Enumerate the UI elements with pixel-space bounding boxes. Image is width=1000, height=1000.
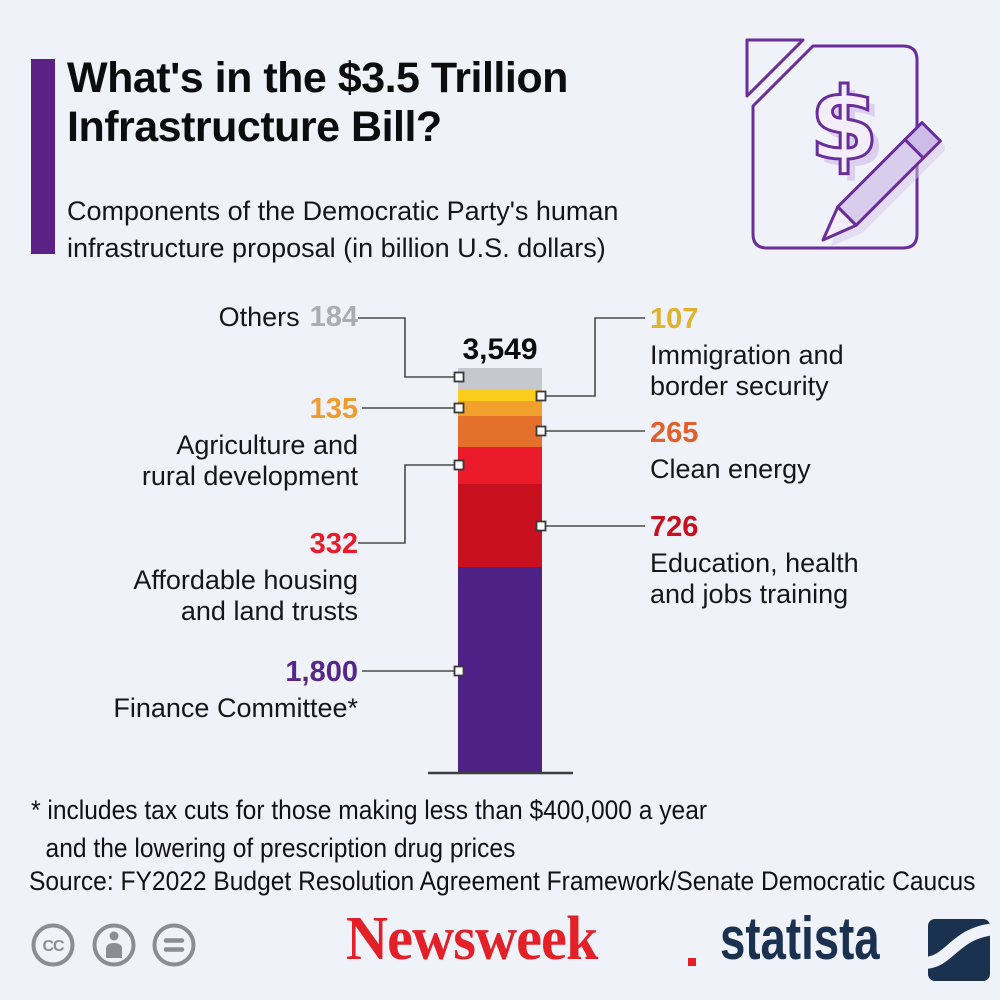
callout-others-value: 184	[309, 301, 358, 333]
callout-clean-energy-label: Clean energy	[650, 454, 811, 484]
callout-education-label-1: Education, health	[650, 548, 859, 578]
bar-segment-others	[458, 368, 542, 389]
callout-housing: 332 Affordable housing and land trusts	[133, 527, 358, 627]
callout-agriculture-value: 135	[309, 393, 358, 425]
bar-segment-finance-committee	[458, 567, 542, 772]
leader-line-housing	[358, 464, 459, 544]
cc-glyph: CC	[42, 938, 65, 955]
callout-immigration-label-1: Immigration and	[650, 340, 844, 370]
callout-finance-value: 1,800	[285, 656, 358, 688]
callout-agriculture-label-2: rural development	[141, 461, 358, 491]
callout-finance-label: Finance Committee*	[113, 693, 358, 723]
subtitle-line-2: infrastructure proposal (in billion U.S.…	[67, 233, 606, 263]
page-title: What's in the $3.5 Trillion Infrastructu…	[67, 54, 568, 152]
footnote: * includes tax cuts for those making les…	[31, 791, 707, 867]
bar-total-label: 3,549	[462, 333, 538, 366]
cc-icon	[31, 923, 75, 967]
callout-immigration-label-2: border security	[650, 371, 829, 401]
equals-glyph	[163, 938, 185, 952]
callout-education-label-2: and jobs training	[650, 579, 849, 609]
footnote-line-2: and the lowering of prescription drug pr…	[45, 833, 516, 863]
statista-s-curve	[928, 923, 990, 969]
callout-education-value: 726	[650, 511, 699, 543]
callout-housing-label-1: Affordable housing	[133, 565, 358, 595]
creative-commons-icons: CC	[31, 923, 196, 967]
callout-housing-value: 332	[309, 528, 358, 560]
subtitle: Components of the Democratic Party's hum…	[67, 193, 618, 267]
callout-clean-energy-value: 265	[650, 417, 699, 449]
newsweek-logo: Newsweek	[346, 905, 598, 973]
footnote-line-1: * includes tax cuts for those making les…	[31, 795, 708, 825]
title-line-1: What's in the $3.5 Trillion	[67, 54, 568, 102]
money-document-pencil-icon: $ $	[745, 38, 945, 250]
callout-clean-energy: 265 Clean energy	[650, 416, 811, 485]
callout-others-label: Others	[218, 302, 300, 332]
newsweek-dot	[688, 958, 696, 966]
callout-agriculture: 135 Agriculture and rural development	[142, 392, 358, 492]
stacked-bar	[458, 368, 542, 772]
bar-segment-education-health-and-jobs-training	[458, 484, 542, 568]
person-body	[106, 943, 122, 958]
callout-others: Others 184	[219, 302, 358, 333]
title-line-2: Infrastructure Bill?	[67, 103, 442, 151]
bar-segment-affordable-housing-and-land-trusts	[458, 446, 542, 485]
attribution-person-icon	[92, 923, 136, 967]
bar-segment-immigration-and-border-security	[458, 388, 542, 402]
callout-finance: 1,800 Finance Committee*	[113, 655, 358, 724]
title-accent-bar	[31, 59, 55, 254]
person-head	[109, 931, 119, 941]
subtitle-line-1: Components of the Democratic Party's hum…	[67, 196, 619, 226]
pencil-icon	[821, 121, 945, 247]
callout-education: 726 Education, health and jobs training	[650, 510, 859, 610]
source-line: Source: FY2022 Budget Resolution Agreeme…	[29, 866, 976, 896]
dollar-sign: $	[809, 66, 879, 183]
callout-housing-label-2: and land trusts	[180, 596, 358, 626]
bar-segment-clean-energy	[458, 416, 542, 447]
statista-logo-text: statista	[720, 905, 880, 972]
equals-icon	[152, 923, 196, 967]
bar-segment-agriculture-and-rural-development	[458, 401, 542, 417]
callout-agriculture-label-1: Agriculture and	[176, 430, 358, 460]
statista-logo-mark	[928, 919, 990, 981]
callout-immigration: 107 Immigration and border security	[650, 302, 844, 402]
callout-immigration-value: 107	[650, 303, 699, 335]
